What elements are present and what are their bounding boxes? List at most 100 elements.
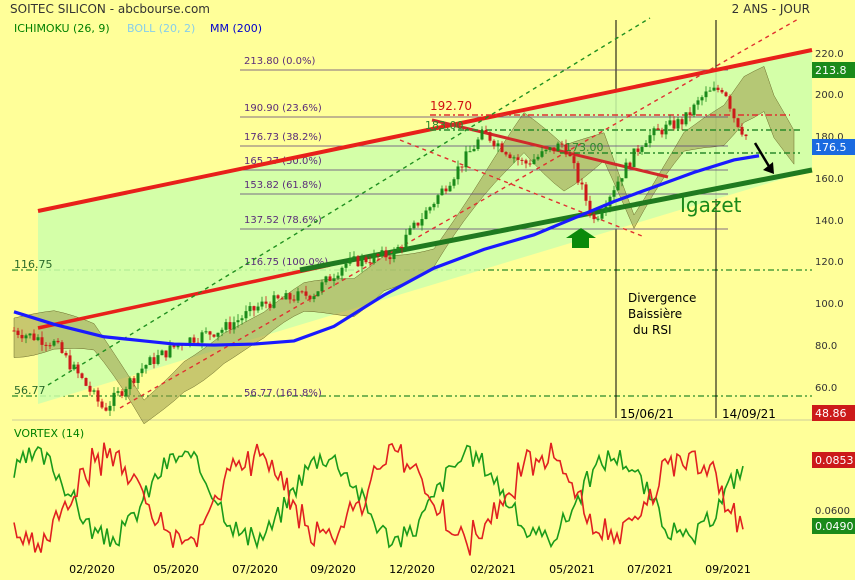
- candle-body: [664, 124, 668, 135]
- fib-label: 153.82 (61.8%): [244, 180, 322, 191]
- candle-body: [708, 90, 712, 92]
- candle-body: [12, 330, 16, 332]
- candle-body: [80, 373, 84, 378]
- candle-body: [508, 154, 512, 158]
- candle-body: [544, 149, 548, 152]
- candle-body: [532, 159, 536, 165]
- candle-body: [556, 143, 560, 152]
- candle-body: [304, 291, 308, 296]
- candle-body: [252, 306, 256, 311]
- vortex-minus-line: [13, 442, 744, 556]
- badge-vortex-plus: 0.0490: [815, 520, 854, 533]
- candle-body: [20, 334, 24, 339]
- vortex-panel: 0.0600 0.0853 0.0490: [13, 442, 855, 556]
- candle-body: [552, 147, 556, 152]
- candle-body: [628, 162, 632, 167]
- candle-body: [512, 157, 516, 159]
- y-tick-label: 100.0: [815, 299, 844, 310]
- candle-body: [272, 295, 276, 308]
- candle-body: [592, 214, 596, 220]
- candle-body: [596, 218, 600, 220]
- candle-body: [668, 120, 672, 125]
- candle-body: [160, 350, 164, 356]
- candle-body: [120, 391, 124, 396]
- x-tick-label: 02/2020: [69, 563, 115, 576]
- candle-body: [488, 132, 492, 141]
- annotations: 192.70 183.00 173.00 Igazet Divergence Baissi…: [425, 99, 776, 421]
- candle-body: [620, 178, 624, 182]
- candle-body: [484, 130, 488, 133]
- candle-body: [692, 104, 696, 116]
- candle-body: [140, 368, 144, 374]
- candle-body: [352, 256, 356, 258]
- y-tick-label: 140.0: [815, 216, 844, 227]
- candle-body: [32, 333, 36, 341]
- badge-vortex-minus: 0.0853: [815, 454, 854, 467]
- candle-body: [132, 378, 136, 383]
- badge-last-price: 213.8: [815, 64, 847, 77]
- candle-body: [472, 148, 476, 152]
- y-tick-label: 220.0: [815, 49, 844, 60]
- upper-channel-line: [37, 48, 813, 213]
- candle-body: [72, 364, 76, 370]
- candle-body: [712, 87, 716, 91]
- candle-body: [644, 143, 648, 147]
- candle-body: [372, 254, 376, 263]
- candle-body: [588, 200, 592, 215]
- candle-body: [64, 352, 68, 356]
- level-label-116: 116.75: [14, 258, 53, 271]
- candle-body: [52, 340, 56, 346]
- candle-body: [348, 257, 352, 264]
- watermark-igazet: Igazet: [680, 193, 742, 217]
- candle-body: [576, 163, 580, 183]
- badge-vortex-minus-bg: [812, 452, 855, 468]
- candle-body: [56, 340, 60, 343]
- x-tick-label: 07/2021: [627, 563, 673, 576]
- candle-body: [200, 332, 204, 343]
- candle-body: [124, 389, 128, 396]
- y-tick-label: 200.0: [815, 90, 844, 101]
- candle-body: [496, 143, 500, 147]
- candle-body: [152, 357, 156, 364]
- candle-body: [744, 134, 748, 137]
- candle-body: [368, 262, 372, 264]
- divergence-text: Baissière: [628, 307, 682, 321]
- channel-fill: [38, 50, 812, 404]
- candle-body: [600, 212, 604, 219]
- candle-body: [460, 166, 464, 168]
- candle-body: [572, 156, 576, 164]
- candle-body: [684, 112, 688, 125]
- y-axis: 220.0 200.0 180.0 160.0 140.0 120.0 100.0 80.0 6…: [812, 49, 855, 421]
- candle-body: [736, 118, 740, 127]
- fibonacci-levels: 213.80 (0.0%) 190.90 (23.6%) 176.73 (38.2%…: [14, 56, 728, 399]
- candle-body: [528, 163, 532, 165]
- candle-body: [224, 322, 228, 330]
- candle-body: [380, 250, 384, 256]
- candle-body: [452, 179, 456, 186]
- candle-body: [248, 306, 252, 312]
- candle-body: [344, 263, 348, 268]
- candle-body: [312, 296, 316, 300]
- candle-body: [112, 392, 116, 406]
- candle-body: [640, 146, 644, 152]
- candle-body: [360, 257, 364, 267]
- fib-label: 56.77 (161.8%): [244, 388, 322, 399]
- y-tick-label: 80.0: [815, 341, 837, 352]
- candle-body: [244, 311, 248, 319]
- candle-body: [96, 390, 100, 402]
- candle-body: [424, 210, 428, 220]
- candle-body: [652, 128, 656, 136]
- candle-body: [500, 143, 504, 153]
- candle-body: [400, 246, 404, 248]
- candle-body: [468, 151, 472, 153]
- candle-body: [540, 151, 544, 157]
- channel-area: [38, 50, 812, 404]
- fib-label: 137.52 (78.6%): [244, 215, 322, 226]
- candle-body: [636, 148, 640, 152]
- candle-body: [280, 298, 284, 300]
- candle-body: [536, 156, 540, 160]
- badge-mm-value: 176.5: [815, 141, 847, 154]
- candle-body: [624, 162, 628, 179]
- badge-last-price-bg: [812, 62, 855, 78]
- fib-label: 116.75 (100.0%): [244, 257, 328, 268]
